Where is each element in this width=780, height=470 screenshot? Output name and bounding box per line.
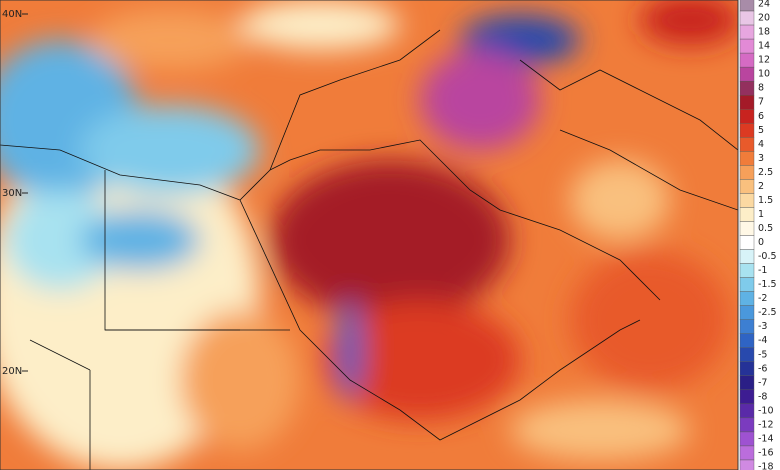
colorbar-swatch xyxy=(739,431,755,447)
colorbar-swatch xyxy=(739,0,755,12)
colorbar-swatch xyxy=(739,347,755,362)
colorbar-swatch xyxy=(739,333,755,348)
lat-label: 30N xyxy=(2,188,22,199)
colorbar-label: 0 xyxy=(758,237,764,248)
colorbar-label: 5 xyxy=(758,125,764,136)
colorbar-label: 3 xyxy=(758,153,764,164)
colorbar-swatch xyxy=(739,165,755,180)
colorbar-label: 2.5 xyxy=(758,167,773,178)
anomaly-map xyxy=(0,0,738,470)
colorbar-label: -2.5 xyxy=(758,307,777,318)
colorbar-swatch xyxy=(739,305,755,320)
colorbar-swatch xyxy=(739,277,755,292)
colorbar-label: -18 xyxy=(758,462,774,470)
colorbar: 24 20 18 14 12 10 8 7 6 5 4 3 2.5 2 1.5 1 0.5 0 -0.5 -1 -1.5… xyxy=(739,0,777,470)
colorbar-swatch xyxy=(739,38,755,54)
colorbar-label: 14 xyxy=(758,41,770,52)
colorbar-label: -6 xyxy=(758,363,767,374)
colorbar-label: -12 xyxy=(758,419,774,430)
colorbar-swatch xyxy=(739,221,755,236)
colorbar-swatch xyxy=(739,459,755,470)
colorbar-label: 7 xyxy=(758,97,764,108)
colorbar-label: -2 xyxy=(758,293,767,304)
colorbar-swatch xyxy=(739,375,755,391)
colorbar-swatch xyxy=(739,123,755,138)
colorbar-label: 1.5 xyxy=(758,195,773,206)
colorbar-swatch xyxy=(739,66,755,82)
colorbar-swatch xyxy=(739,417,755,433)
colorbar-label: 24 xyxy=(758,0,770,10)
colorbar-label: -10 xyxy=(758,405,774,416)
colorbar-label: 8 xyxy=(758,83,764,94)
colorbar-label: 10 xyxy=(758,69,770,80)
colorbar-swatch xyxy=(739,10,755,26)
colorbar-swatch xyxy=(739,403,755,419)
colorbar-label: -3 xyxy=(758,321,767,332)
colorbar-label: -1 xyxy=(758,265,767,276)
colorbar-swatch xyxy=(739,361,755,377)
map-frame xyxy=(0,0,739,470)
colorbar-label: 4 xyxy=(758,139,764,150)
colorbar-swatch xyxy=(739,137,755,152)
colorbar-label: 0.5 xyxy=(758,223,773,234)
colorbar-label: -8 xyxy=(758,391,767,402)
colorbar-label: 12 xyxy=(758,55,770,66)
lat-label: 40N xyxy=(2,9,22,20)
colorbar-swatch xyxy=(739,263,755,278)
colorbar-swatch xyxy=(739,249,755,264)
colorbar-swatch xyxy=(739,109,755,124)
colorbar-swatch xyxy=(739,445,755,461)
colorbar-swatch xyxy=(739,24,755,40)
colorbar-label: 2 xyxy=(758,181,764,192)
colorbar-label: -0.5 xyxy=(758,251,777,262)
colorbar-swatch xyxy=(739,80,755,96)
colorbar-swatch xyxy=(739,193,755,208)
colorbar-swatch xyxy=(739,319,755,334)
colorbar-label: 20 xyxy=(758,13,770,24)
colorbar-label: -7 xyxy=(758,377,767,388)
colorbar-label: -1.5 xyxy=(758,279,777,290)
colorbar-swatch xyxy=(739,95,755,110)
colorbar-label: 1 xyxy=(758,209,764,220)
colorbar-label: 6 xyxy=(758,111,764,122)
colorbar-label: -16 xyxy=(758,447,774,458)
colorbar-swatch xyxy=(739,52,755,68)
colorbar-swatch xyxy=(739,235,755,250)
colorbar-swatch xyxy=(739,389,755,405)
colorbar-swatch xyxy=(739,291,755,306)
colorbar-swatch xyxy=(739,151,755,166)
colorbar-swatch xyxy=(739,207,755,222)
colorbar-label: 18 xyxy=(758,27,770,38)
colorbar-label: -5 xyxy=(758,349,767,360)
latitude-axis: 40N 30N 20N xyxy=(2,9,28,377)
lat-label: 20N xyxy=(2,366,22,377)
colorbar-label: -4 xyxy=(758,335,767,346)
colorbar-swatch xyxy=(739,179,755,194)
colorbar-label: -14 xyxy=(758,433,774,444)
